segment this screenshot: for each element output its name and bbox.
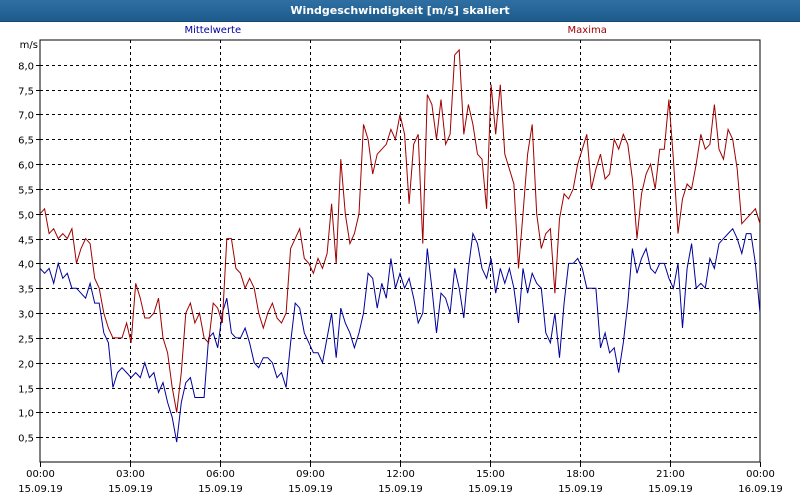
x-tick-time: 21:00 xyxy=(656,469,685,480)
y-tick-label: 2,5 xyxy=(18,335,34,346)
x-tick-time: 00:00 xyxy=(746,469,775,480)
x-tick-date: 15.09.19 xyxy=(648,484,693,495)
x-tick-date: 15.09.19 xyxy=(108,484,153,495)
x-tick-date: 15.09.19 xyxy=(288,484,333,495)
y-tick-label: 6,0 xyxy=(18,161,34,172)
y-tick-label: 8,0 xyxy=(18,62,34,73)
chart-canvas: 0,5 1,0 1,5 2,0 2,5 3,0 3,5 4,0 4,5 5,0 5,5 6,0 6,5 7… xyxy=(18,25,783,495)
x-tick-date: 15.09.19 xyxy=(468,484,513,495)
y-tick-label: 1,5 xyxy=(18,385,34,396)
y-axis-label: m/s xyxy=(20,40,38,51)
x-tick-date: 15.09.19 xyxy=(18,484,63,495)
series-line-maxima xyxy=(39,48,761,413)
y-tick-label: 7,5 xyxy=(18,87,34,98)
x-tick-date: 15.09.19 xyxy=(198,484,243,495)
x-tick-time: 00:00 xyxy=(26,469,55,480)
y-tick-label: 4,0 xyxy=(18,260,34,271)
y-tick-label: 4,5 xyxy=(18,236,34,247)
y-tick-label: 5,0 xyxy=(18,211,34,222)
legend-maxima: Maxima xyxy=(568,25,607,36)
y-tick-label: 7,0 xyxy=(18,111,34,122)
y-tick-label: 2,0 xyxy=(18,360,34,371)
y-tick-label: 1,0 xyxy=(18,409,34,420)
x-tick-time: 15:00 xyxy=(476,469,505,480)
x-tick-time: 18:00 xyxy=(566,469,595,480)
legend-mittelwerte: Mittelwerte xyxy=(184,25,241,36)
series-line-mittelwerte xyxy=(39,227,761,443)
x-tick-time: 03:00 xyxy=(116,469,145,480)
y-tick-label: 6,5 xyxy=(18,136,34,147)
y-tick-label: 3,0 xyxy=(18,310,34,321)
y-tick-label: 0,5 xyxy=(18,434,34,445)
y-tick-label: 5,5 xyxy=(18,186,34,197)
x-tick-date: 15.09.19 xyxy=(558,484,603,495)
chart-title: Windgeschwindigkeit [m/s] skaliert xyxy=(290,4,510,17)
x-tick-time: 06:00 xyxy=(206,469,235,480)
x-tick-time: 12:00 xyxy=(386,469,415,480)
x-tick-date: 16.09.19 xyxy=(738,484,783,495)
x-tick-date: 15.09.19 xyxy=(378,484,423,495)
x-tick-time: 09:00 xyxy=(296,469,325,480)
y-tick-label: 3,5 xyxy=(18,285,34,296)
title-bar: Windgeschwindigkeit [m/s] skaliert xyxy=(0,0,800,22)
